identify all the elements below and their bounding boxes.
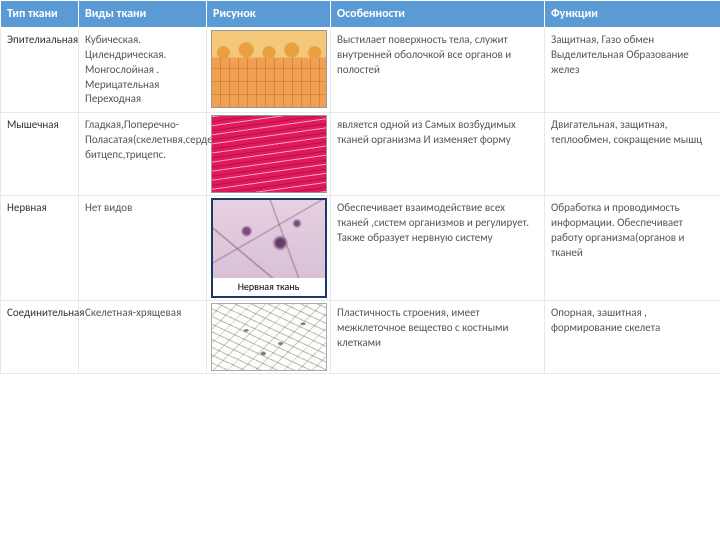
cell-image [207,28,331,113]
cell-functions: Защитная, Газо обмен Выделительная Образ… [545,28,720,113]
cell-type: Мышечная [1,113,79,196]
cell-functions: Опорная, зашитная , формирование скелета [545,301,720,374]
table-row: Мышечная Гладкая,Поперечно-Поласатая(ске… [1,113,720,196]
cell-type: Нервная [1,196,79,301]
cell-features: Обеспечивает взаимодействие всех тканей … [331,196,545,301]
cell-type: Соединительная [1,301,79,374]
cell-kinds: Гладкая,Поперечно-Поласатая(скелетнвя,се… [79,113,207,196]
cell-functions: Двигательная, защитная, теплообмен, сокр… [545,113,720,196]
cell-functions: Обработка и проводимость информации. Обе… [545,196,720,301]
cell-image [207,113,331,196]
header-type: Тип ткани [1,1,79,28]
table-row: Эпителиальная Кубическая. Цилендрическая… [1,28,720,113]
header-features: Особенности [331,1,545,28]
image-caption: Нервная ткань [213,278,325,296]
cell-kinds: Кубическая. Цилендрическая. Монгослойная… [79,28,207,113]
epithelial-tissue-image [211,30,327,108]
cell-type: Эпителиальная [1,28,79,113]
cell-kinds: Нет видов [79,196,207,301]
header-kinds: Виды ткани [79,1,207,28]
cell-features: Выстилает поверхность тела, служит внутр… [331,28,545,113]
header-image: Рисунок [207,1,331,28]
cell-features: Пластичность строения, имеет межклеточно… [331,301,545,374]
nervous-tissue-image: Нервная ткань [211,198,327,298]
table-row: Соединительная Скелетная-хрящевая Пласти… [1,301,720,374]
tissue-table: Тип ткани Виды ткани Рисунок Особенности… [0,0,720,374]
table-row: Нервная Нет видов Нервная ткань Обеспечи… [1,196,720,301]
header-row: Тип ткани Виды ткани Рисунок Особенности… [1,1,720,28]
cell-kinds: Скелетная-хрящевая [79,301,207,374]
cell-features: является одной из Самых возбудимых ткане… [331,113,545,196]
cell-image: Нервная ткань [207,196,331,301]
cell-image [207,301,331,374]
connective-tissue-image [211,303,327,371]
header-functions: Функции [545,1,720,28]
muscle-tissue-image [211,115,327,193]
